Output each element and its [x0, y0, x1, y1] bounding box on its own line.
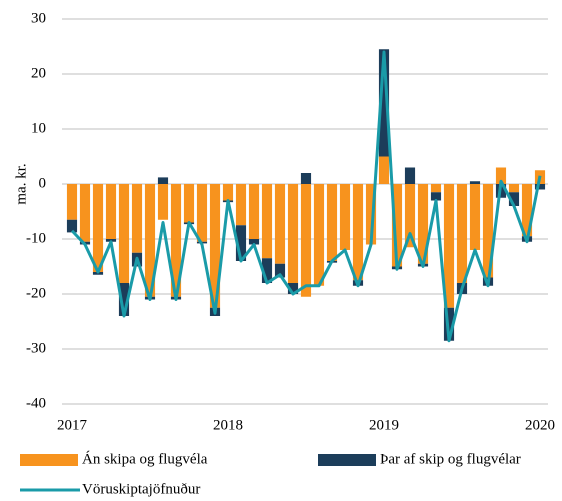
x-tick-label: 2018	[213, 417, 243, 433]
y-tick-label: -30	[26, 340, 46, 356]
bar	[469, 184, 481, 250]
y-tick-label: -40	[26, 395, 46, 411]
bar	[235, 225, 247, 261]
bar	[495, 167, 507, 184]
bar	[300, 173, 312, 184]
bar	[261, 184, 273, 259]
legend-swatch	[20, 454, 78, 466]
x-tick-label: 2019	[369, 417, 399, 433]
bar	[66, 219, 78, 233]
bar	[469, 181, 481, 184]
bar	[443, 184, 455, 308]
y-tick-label: -10	[26, 230, 46, 246]
bar	[248, 184, 260, 239]
bar	[365, 184, 377, 245]
y-axis-label: ma. kr.	[13, 163, 29, 204]
bar	[235, 184, 247, 226]
bar	[508, 184, 520, 193]
y-tick-label: -20	[26, 285, 46, 301]
bar	[183, 184, 195, 223]
bar	[209, 184, 221, 308]
bar	[508, 192, 520, 206]
bar	[196, 184, 208, 242]
bar	[157, 184, 169, 220]
y-tick-label: 0	[39, 175, 47, 191]
legend-label: Vöruskiptajöfnuður	[82, 481, 200, 497]
bar	[92, 184, 104, 272]
bar	[105, 184, 117, 239]
bar	[287, 184, 299, 283]
legend-label: Án skipa og flugvéla	[82, 450, 208, 467]
bar	[274, 184, 286, 264]
bar	[274, 263, 286, 278]
bar	[430, 192, 442, 201]
bar	[248, 239, 260, 245]
x-tick-label: 2020	[525, 417, 555, 433]
bar	[144, 184, 156, 297]
x-tick-label: 2017	[57, 417, 88, 433]
line	[70, 50, 542, 343]
legend-label: Þar af skip og flugvélar	[380, 451, 521, 467]
bar	[534, 184, 546, 190]
y-tick-label: 10	[31, 120, 46, 136]
bar	[222, 184, 234, 201]
bar	[404, 167, 416, 184]
bar	[417, 184, 429, 264]
bar	[430, 184, 442, 193]
bar	[131, 184, 143, 253]
bar	[66, 184, 78, 220]
bar	[456, 184, 468, 283]
bar	[378, 49, 390, 157]
y-tick-label: 30	[31, 10, 46, 26]
bar	[287, 283, 299, 294]
legend-swatch	[318, 454, 376, 466]
bar	[521, 184, 533, 237]
bar	[482, 184, 494, 278]
bar	[118, 283, 130, 316]
bar	[378, 156, 390, 184]
bar	[391, 184, 403, 267]
bar	[443, 307, 455, 341]
bar	[157, 177, 169, 184]
bar	[339, 184, 351, 250]
bar	[170, 184, 182, 297]
bar	[79, 184, 91, 242]
bar	[118, 184, 130, 283]
bar	[352, 184, 364, 281]
bar	[261, 258, 273, 283]
bar	[326, 184, 338, 261]
y-tick-label: 20	[31, 65, 46, 81]
bar	[300, 184, 312, 297]
bar	[404, 184, 416, 248]
bar	[313, 184, 325, 286]
